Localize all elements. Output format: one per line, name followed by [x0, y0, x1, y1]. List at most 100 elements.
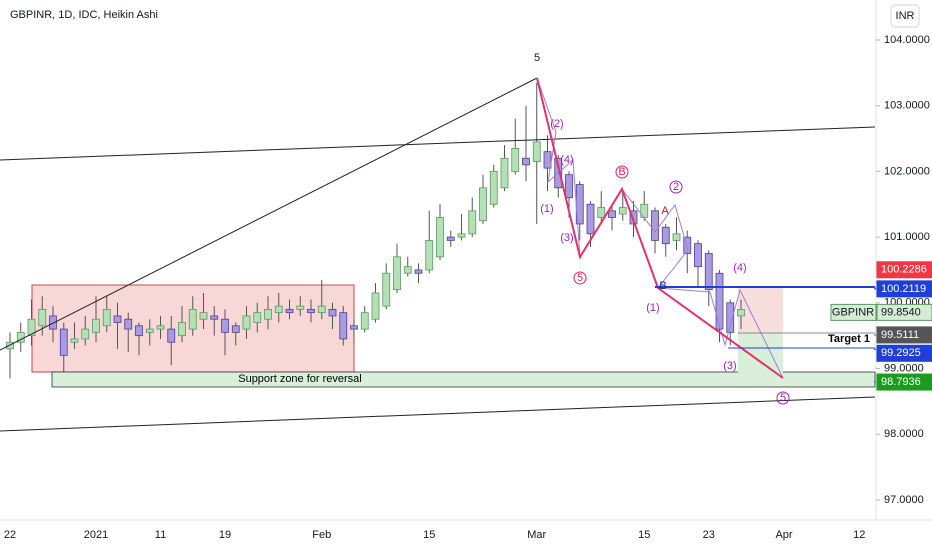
price-label: 100.2119	[881, 283, 926, 295]
y-tick-label: 104.0000	[884, 34, 930, 46]
candle-body	[608, 210, 616, 218]
wave-label: B	[659, 280, 666, 292]
candle-body	[92, 318, 100, 333]
channel-upper	[0, 126, 876, 161]
candle-body	[683, 236, 692, 254]
candle-body	[167, 328, 176, 343]
candle-body	[618, 207, 627, 215]
candle-body	[285, 308, 294, 314]
candle-body	[49, 315, 57, 330]
x-tick-label: 11	[155, 529, 166, 541]
candles	[6, 82, 745, 379]
sub-wave	[657, 287, 784, 379]
candle-body	[393, 256, 401, 291]
wave-label: (1)	[540, 203, 553, 215]
candle-body	[704, 253, 713, 291]
candle-body	[511, 148, 520, 172]
candle-body	[113, 315, 122, 323]
candle-body	[145, 328, 154, 333]
candle-body	[156, 325, 165, 330]
candle-body	[70, 338, 79, 343]
candle-body	[597, 207, 606, 218]
candle-body	[178, 322, 186, 337]
y-tick-label: 98.0000	[884, 428, 924, 440]
candle-body	[81, 328, 90, 340]
wave-label: (2)	[550, 118, 563, 130]
price-label-box	[876, 303, 932, 321]
x-tick-label: 15	[638, 529, 650, 541]
wave-label: B	[618, 166, 625, 178]
candle-body	[425, 239, 434, 271]
y-tick-label: 101.0000	[884, 231, 930, 243]
candle-body	[446, 236, 455, 241]
candle-body	[715, 272, 724, 330]
y-tick-label: 103.0000	[884, 100, 930, 112]
candle-body	[565, 174, 573, 199]
candle-body	[468, 210, 477, 235]
wave-label: (3)	[560, 232, 573, 244]
candle-body	[532, 141, 541, 162]
x-tick-label: 12	[853, 529, 865, 541]
symbol-label-box	[830, 303, 877, 321]
x-tick-label: 23	[703, 529, 715, 541]
candle-body	[59, 328, 68, 356]
wave-label: 5	[534, 52, 540, 64]
price-label-box	[876, 326, 932, 344]
wave-label: (4)	[560, 154, 573, 166]
candle-body	[27, 318, 36, 337]
candle-body	[242, 315, 251, 330]
price-label: 99.2925	[881, 347, 921, 359]
zones	[31, 284, 876, 388]
symbol-label: GBPINR	[832, 306, 874, 318]
candle-body	[328, 308, 337, 317]
wave-label: 5	[780, 392, 786, 404]
candle-body	[199, 312, 208, 320]
candle-body	[672, 233, 681, 241]
trend-line	[0, 77, 538, 351]
candle-body	[102, 308, 111, 327]
y-tick-label: 99.0000	[884, 362, 924, 374]
chart-title: GBPINR, 1D, IDC, Heikin Ashi	[10, 9, 158, 21]
price-label-box	[876, 373, 932, 391]
wave-label: (3)	[723, 360, 736, 372]
candle-body	[661, 226, 670, 245]
candle-body	[479, 187, 487, 222]
wave-label: (4)	[733, 262, 746, 274]
x-tick-label: 2021	[84, 529, 108, 541]
candle-body	[436, 216, 444, 258]
candle-body	[135, 325, 143, 337]
candle-body	[264, 308, 272, 320]
y-tick-label: 102.0000	[884, 165, 930, 177]
candle-body	[317, 305, 326, 314]
currency-label[interactable]: INR	[896, 10, 915, 22]
drawings	[0, 77, 876, 432]
x-tick-label: 19	[219, 529, 231, 541]
candle-body	[210, 315, 219, 320]
candle-body	[500, 157, 509, 189]
currency-button[interactable]	[890, 4, 920, 28]
candle-body	[629, 210, 638, 225]
sub-wave	[536, 77, 581, 258]
candle-body	[38, 308, 47, 327]
annotation-circle	[776, 391, 790, 405]
candle-body	[360, 312, 369, 330]
y-tick-label: 97.0000	[884, 494, 924, 506]
candle-body	[522, 157, 530, 166]
candle-body	[253, 312, 262, 323]
wave-label: 2	[673, 181, 679, 193]
candle-body	[414, 269, 423, 274]
price-label: 99.8540	[881, 306, 921, 318]
wave-label: A	[661, 205, 669, 217]
candle-body	[274, 305, 283, 314]
candle-body	[489, 171, 498, 205]
candle-body	[457, 233, 466, 238]
sub-wave	[621, 188, 689, 289]
annotation-circle	[669, 180, 683, 194]
candle-body	[726, 302, 735, 333]
annotation-circle	[573, 271, 587, 285]
candle-body	[737, 308, 745, 317]
risk-box	[738, 287, 783, 333]
price-label-box	[876, 280, 932, 298]
candle-body	[221, 318, 229, 333]
